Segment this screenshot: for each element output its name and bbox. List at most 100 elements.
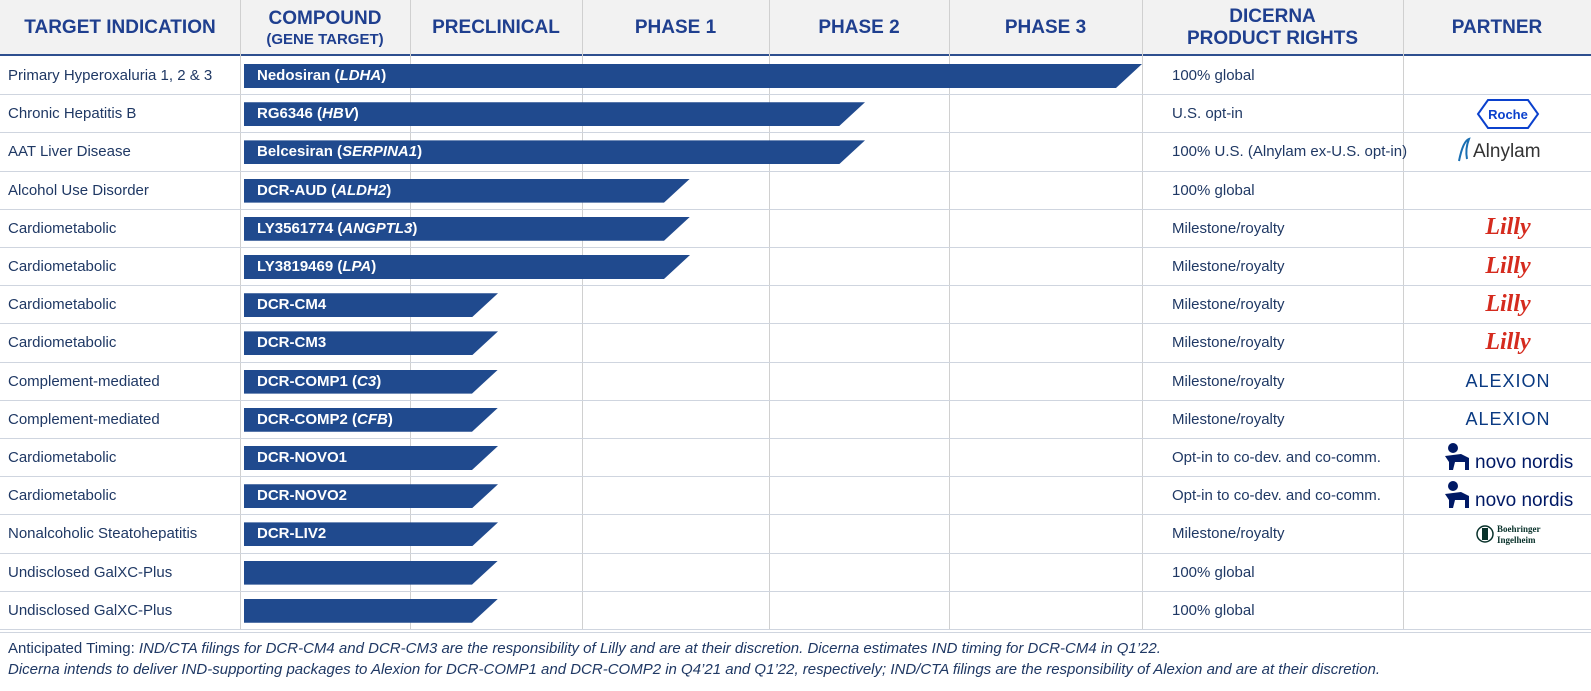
gene-target: SERPINA1 bbox=[342, 143, 418, 161]
header-product-rights: DICERNA PRODUCT RIGHTS bbox=[1187, 6, 1358, 49]
table-row: Complement-mediated DCR-COMP1 (C3) Milesto… bbox=[0, 363, 1591, 401]
compound-label: LY3561774 (ANGPTL3) bbox=[257, 219, 418, 237]
table-row: Cardiometabolic DCR-NOVO1 Opt-in to co-dev… bbox=[0, 439, 1591, 478]
product-rights: Milestone/royalty bbox=[1172, 219, 1285, 237]
table-row: Cardiometabolic DCR-NOVO2 Opt-in to co-dev… bbox=[0, 477, 1591, 516]
novo-nordisk-logo: novo nordisk bbox=[1445, 442, 1573, 473]
header-compound: COMPOUND (GENE TARGET) bbox=[266, 7, 384, 48]
compound-name: RG6346 bbox=[257, 105, 313, 123]
compound-label: DCR-LIV2 bbox=[257, 522, 326, 546]
footnote-line-1: Anticipated Timing: IND/CTA filings for … bbox=[8, 640, 1161, 657]
target-indication: Undisclosed GalXC-Plus bbox=[8, 563, 173, 581]
table-row: Cardiometabolic DCR-CM4 Milestone/royalty L… bbox=[0, 286, 1591, 325]
alexion-logo: ALEXION bbox=[1465, 409, 1550, 429]
header-target-indication: TARGET INDICATION bbox=[24, 17, 216, 38]
gene-target: CFB bbox=[357, 410, 388, 428]
stage-bar: DCR-LIV2 bbox=[244, 522, 498, 547]
compound-label: Nedosiran (LDHA) bbox=[257, 67, 387, 84]
lilly-logo: Lilly bbox=[1484, 253, 1531, 279]
lilly-logo: Lilly bbox=[1484, 214, 1531, 240]
compound-label: DCR-CM4 bbox=[257, 293, 326, 317]
gene-target: ALDH2 bbox=[336, 181, 387, 199]
svg-text:ALEXION: ALEXION bbox=[1465, 409, 1550, 429]
compound-label: LY3819469 (LPA) bbox=[257, 258, 377, 275]
compound-label: DCR-CM3 bbox=[257, 331, 326, 355]
svg-text:Alnylam: Alnylam bbox=[1473, 141, 1541, 162]
compound-name: DCR-COMP1 bbox=[257, 372, 348, 390]
compound-name: Belcesiran bbox=[257, 143, 333, 161]
gene-target: LDHA bbox=[339, 67, 382, 84]
partner-logo: ALEXION bbox=[1425, 401, 1591, 438]
target-indication: Cardiometabolic bbox=[8, 219, 117, 237]
product-rights: Opt-in to co-dev. and co-comm. bbox=[1172, 449, 1381, 467]
partner-logo: novo nordisk bbox=[1425, 477, 1591, 514]
partner-logo: Alnylam bbox=[1425, 133, 1591, 170]
compound-label: DCR-COMP2 (CFB) bbox=[257, 410, 393, 428]
product-rights: Milestone/royalty bbox=[1172, 372, 1285, 390]
gene-target: LPA bbox=[342, 258, 372, 275]
compound-label: DCR-AUD (ALDH2) bbox=[257, 181, 392, 199]
stage-bar: DCR-NOVO2 bbox=[244, 484, 498, 509]
novo-nordisk-logo: novo nordisk bbox=[1445, 480, 1573, 511]
stage-bar: LY3819469 (LPA) bbox=[244, 255, 690, 279]
target-indication: Undisclosed GalXC-Plus bbox=[8, 601, 173, 619]
pipeline-table: TARGET INDICATION COMPOUND (GENE TARGET)… bbox=[0, 0, 1591, 630]
header-phase3: PHASE 3 bbox=[1004, 17, 1087, 38]
product-rights: 100% U.S. (Alnylam ex-U.S. opt-in) bbox=[1172, 143, 1408, 161]
target-indication: Chronic Hepatitis B bbox=[8, 105, 137, 123]
table-row: Undisclosed GalXC-Plus 100% global bbox=[0, 554, 1591, 592]
gene-target: C3 bbox=[357, 372, 377, 390]
header-phase1: PHASE 1 bbox=[634, 17, 717, 38]
product-rights: Opt-in to co-dev. and co-comm. bbox=[1172, 487, 1381, 505]
svg-text:Lilly: Lilly bbox=[1484, 329, 1531, 355]
table-row: Primary Hyperoxaluria 1, 2 & 3 Nedosiran … bbox=[0, 57, 1591, 96]
stage-bar: DCR-CM3 bbox=[244, 331, 498, 356]
target-indication: Complement-mediated bbox=[8, 372, 160, 390]
target-indication: Primary Hyperoxaluria 1, 2 & 3 bbox=[8, 67, 213, 85]
svg-text:Lilly: Lilly bbox=[1484, 291, 1531, 317]
svg-text:Ingelheim: Ingelheim bbox=[1497, 535, 1536, 545]
table-row: Cardiometabolic LY3819469 (LPA) Milestone/… bbox=[0, 248, 1591, 287]
compound-label: DCR-NOVO1 bbox=[257, 446, 347, 470]
compound-label: RG6346 (HBV) bbox=[257, 105, 359, 123]
partner-logo: Roche bbox=[1425, 95, 1591, 132]
compound-name: DCR-NOVO2 bbox=[257, 487, 348, 505]
svg-text:novo nordisk: novo nordisk bbox=[1475, 490, 1573, 511]
partner-logo: Lilly bbox=[1425, 210, 1591, 247]
svg-text:Lilly: Lilly bbox=[1484, 214, 1531, 240]
compound-name: DCR-LIV2 bbox=[257, 525, 327, 543]
product-rights: 100% global bbox=[1172, 601, 1255, 619]
compound-name: Nedosiran bbox=[257, 67, 331, 84]
stage-bar: DCR-COMP2 (CFB) bbox=[244, 407, 498, 432]
compound-name: DCR-COMP2 bbox=[257, 410, 348, 428]
partner-logo: Lilly bbox=[1425, 286, 1591, 323]
table-row: Undisclosed GalXC-Plus 100% global bbox=[0, 592, 1591, 630]
product-rights: 100% global bbox=[1172, 563, 1255, 581]
stage-bar: LY3561774 (ANGPTL3) bbox=[244, 216, 690, 241]
partner-logo: ALEXION bbox=[1425, 363, 1591, 400]
product-rights: Milestone/royalty bbox=[1172, 410, 1285, 428]
roche-logo: Roche bbox=[1476, 98, 1540, 129]
table-row: Chronic Hepatitis B RG6346 (HBV) U.S. opt-… bbox=[0, 95, 1591, 134]
stage-bar: DCR-COMP1 (C3) bbox=[244, 369, 498, 394]
compound-name: DCR-NOVO1 bbox=[257, 449, 348, 466]
target-indication: Cardiometabolic bbox=[8, 258, 117, 276]
partner-logo: Lilly bbox=[1425, 248, 1591, 285]
footnote-line-2: Dicerna intends to deliver IND-supportin… bbox=[8, 661, 1380, 678]
alnylam-logo: Alnylam bbox=[1458, 137, 1541, 162]
target-indication: Alcohol Use Disorder bbox=[8, 181, 149, 199]
table-row: Cardiometabolic LY3561774 (ANGPTL3) Milest… bbox=[0, 210, 1591, 248]
compound-label: Belcesiran (SERPINA1) bbox=[257, 143, 423, 161]
svg-text:Lilly: Lilly bbox=[1484, 253, 1531, 279]
svg-text:ALEXION: ALEXION bbox=[1465, 371, 1550, 391]
product-rights: Milestone/royalty bbox=[1172, 334, 1285, 352]
stage-bar: RG6346 (HBV) bbox=[244, 102, 865, 127]
partner-logo: Lilly bbox=[1425, 324, 1591, 361]
partner-logo: novo nordisk bbox=[1425, 439, 1591, 476]
svg-text:Boehringer: Boehringer bbox=[1497, 524, 1541, 534]
svg-text:Roche: Roche bbox=[1488, 107, 1528, 122]
stage-bar bbox=[244, 560, 498, 585]
compound-name: DCR-CM4 bbox=[257, 296, 327, 314]
lilly-logo: Lilly bbox=[1484, 291, 1531, 317]
alexion-logo: ALEXION bbox=[1465, 371, 1550, 391]
